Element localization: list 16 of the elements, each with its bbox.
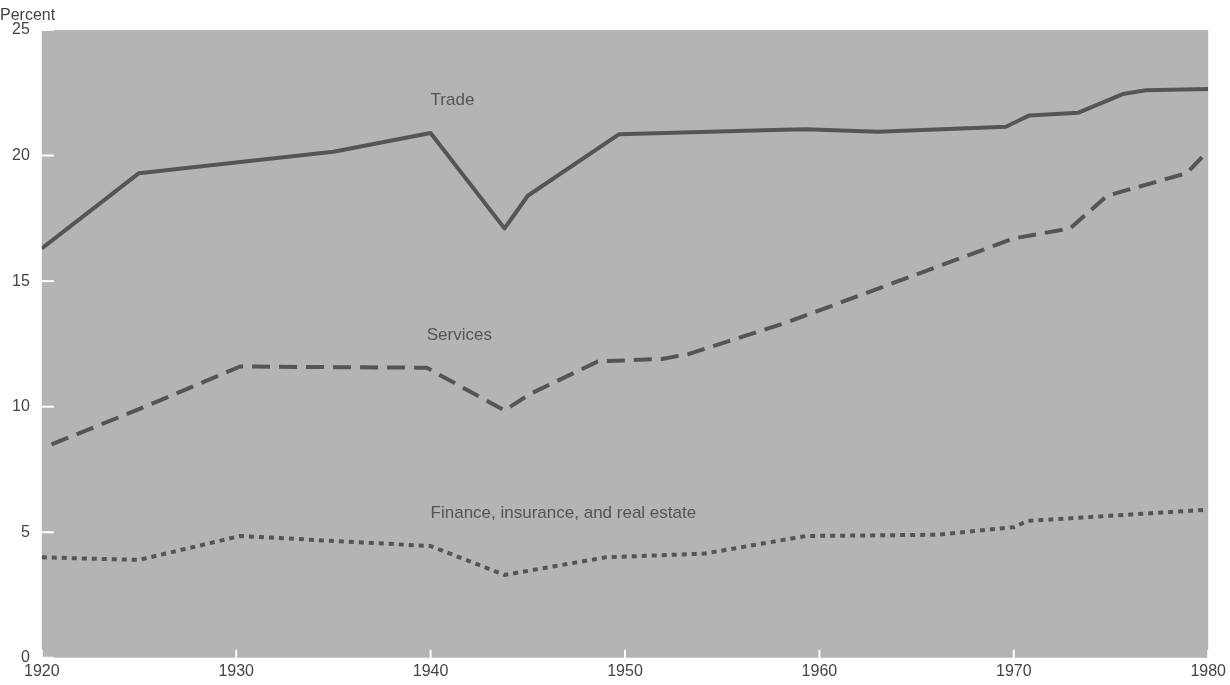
x-tick-label: 1960 bbox=[801, 661, 838, 679]
y-axis-title: Percent bbox=[0, 6, 56, 23]
x-tick-label: 1950 bbox=[607, 661, 643, 679]
x-tick-label: 1980 bbox=[1190, 661, 1227, 679]
x-tick-label: 1970 bbox=[996, 661, 1032, 679]
y-tick-label: 20 bbox=[12, 145, 30, 163]
y-tick-label: 5 bbox=[20, 522, 30, 540]
x-tick-label: 1930 bbox=[218, 661, 255, 679]
series-label: Trade bbox=[430, 89, 475, 109]
series-label: Finance, insurance, and real estate bbox=[430, 503, 697, 523]
x-tick-label: 1940 bbox=[412, 661, 449, 679]
series-label: Services bbox=[426, 324, 492, 344]
y-tick-label: 10 bbox=[12, 397, 30, 415]
y-tick-label: 15 bbox=[12, 271, 30, 289]
x-tick-label: 1920 bbox=[24, 661, 60, 679]
y-tick-label: 25 bbox=[12, 20, 30, 38]
